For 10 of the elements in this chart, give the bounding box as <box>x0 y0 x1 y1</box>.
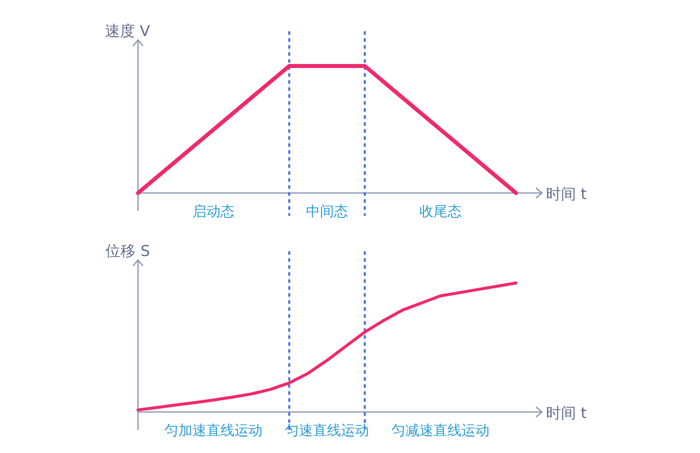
x-axis-title: 时间 t <box>546 185 587 203</box>
y-axis-title: 位移 S <box>106 242 150 260</box>
text: 收尾态 <box>419 204 462 220</box>
text: 匀减速直线运动 <box>391 423 490 439</box>
text: 匀加速直线运动 <box>164 423 263 439</box>
x-axis-title: 时间 t <box>546 404 587 422</box>
text: 匀速直线运动 <box>285 423 369 439</box>
text: 启动态 <box>192 204 235 220</box>
text: 中间态 <box>306 204 348 220</box>
y-axis-title: 速度 V <box>104 22 151 40</box>
